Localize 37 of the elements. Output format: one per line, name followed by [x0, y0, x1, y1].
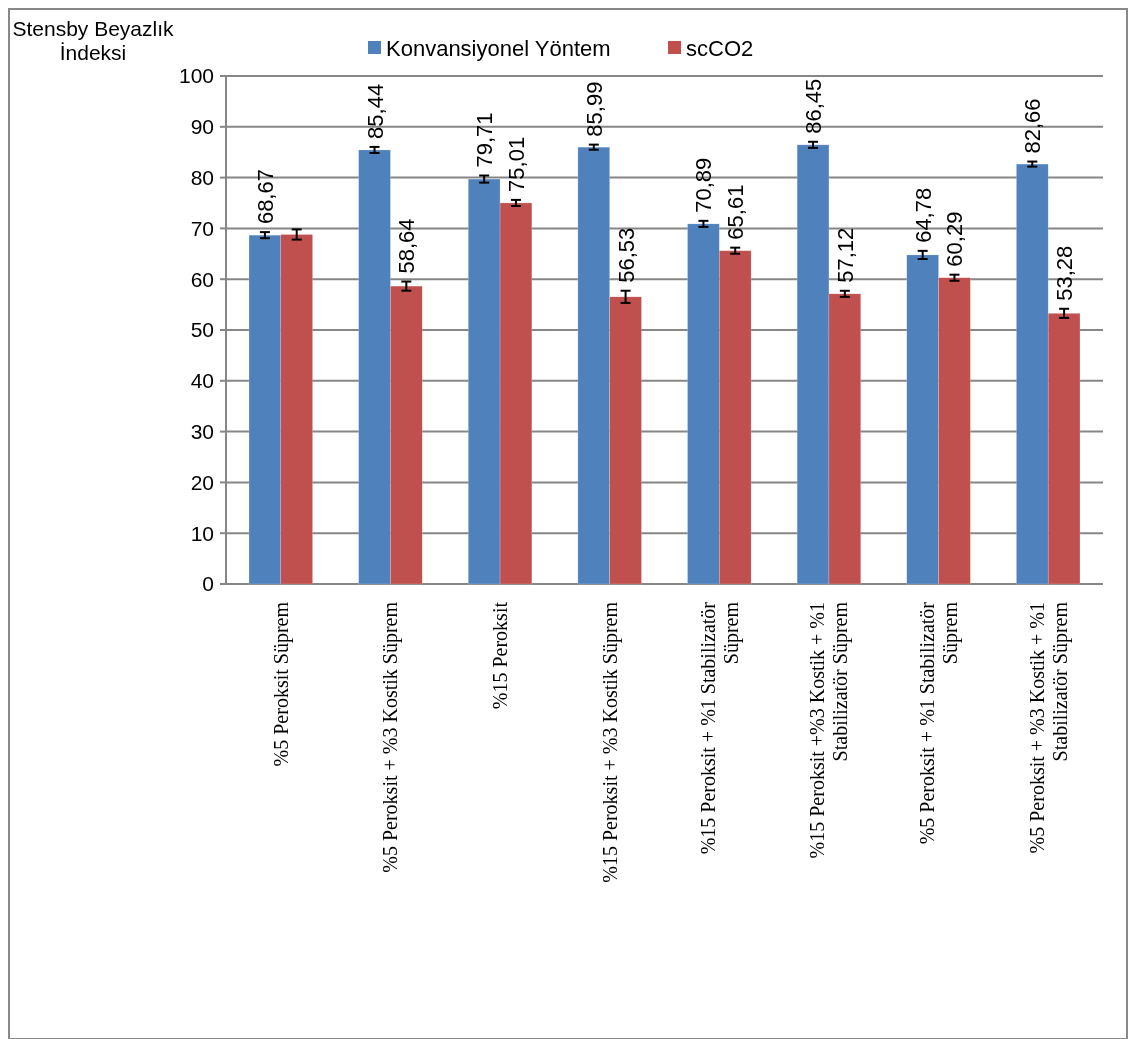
data-label: 86,45	[801, 78, 827, 134]
y-tick-label: 80	[190, 165, 214, 189]
x-tick-label: %15 Peroksit + %3 Kostik Süprem	[598, 601, 622, 883]
data-label: 85,99	[581, 81, 607, 137]
data-label: 75,01	[503, 136, 529, 192]
data-label: 82,66	[1020, 98, 1046, 154]
y-tick-label: 20	[190, 470, 214, 494]
data-label: 85,44	[362, 83, 388, 139]
x-tick-label: %15 Peroksit +%3 Kostik + %1 Stabilizatör Süprem	[806, 601, 853, 859]
data-label: 58,64	[394, 218, 420, 274]
x-tick-label: %15 Peroksit + %1 Stabilizatör Süprem	[696, 601, 743, 855]
data-label: 53,28	[1052, 245, 1078, 301]
y-tick-label: 40	[190, 369, 214, 393]
data-label: 65,61	[723, 184, 749, 240]
data-label: 64,78	[910, 187, 936, 243]
y-tick-label: 60	[190, 267, 214, 291]
x-tick-label: %15 Peroksit	[489, 601, 512, 710]
data-label: 56,53	[613, 227, 639, 283]
legend-label: scCO2	[686, 35, 754, 61]
data-label: 60,29	[942, 211, 968, 267]
data-label: 68,67	[252, 169, 278, 225]
y-tick-label: 70	[190, 216, 214, 240]
y-tick-label: 50	[190, 318, 214, 342]
legend-label: Konvansiyonel Yöntem	[386, 35, 611, 61]
y-tick-label: 90	[190, 115, 214, 139]
x-tick-label: %5 Peroksit + %3 Kostik + %1 Stabilizatör Süprem	[1025, 601, 1072, 854]
data-label: 57,12	[832, 227, 858, 283]
y-axis-title: Stensby Beyazlık İndeksi	[12, 17, 175, 64]
data-label: 70,89	[691, 157, 717, 213]
data-label: 79,71	[472, 112, 498, 168]
y-tick-label: 30	[190, 419, 214, 443]
y-tick-label: 100	[178, 64, 214, 88]
x-tick-label: %5 Peroksit Süprem	[269, 601, 293, 767]
y-tick-label: 0	[202, 572, 214, 596]
y-tick-label: 10	[190, 521, 214, 545]
x-tick-label: %5 Peroksit + %3 Kostik Süprem	[379, 601, 403, 873]
x-tick-label: %5 Peroksit + %1 Stabilizatör Süprem	[916, 601, 963, 845]
